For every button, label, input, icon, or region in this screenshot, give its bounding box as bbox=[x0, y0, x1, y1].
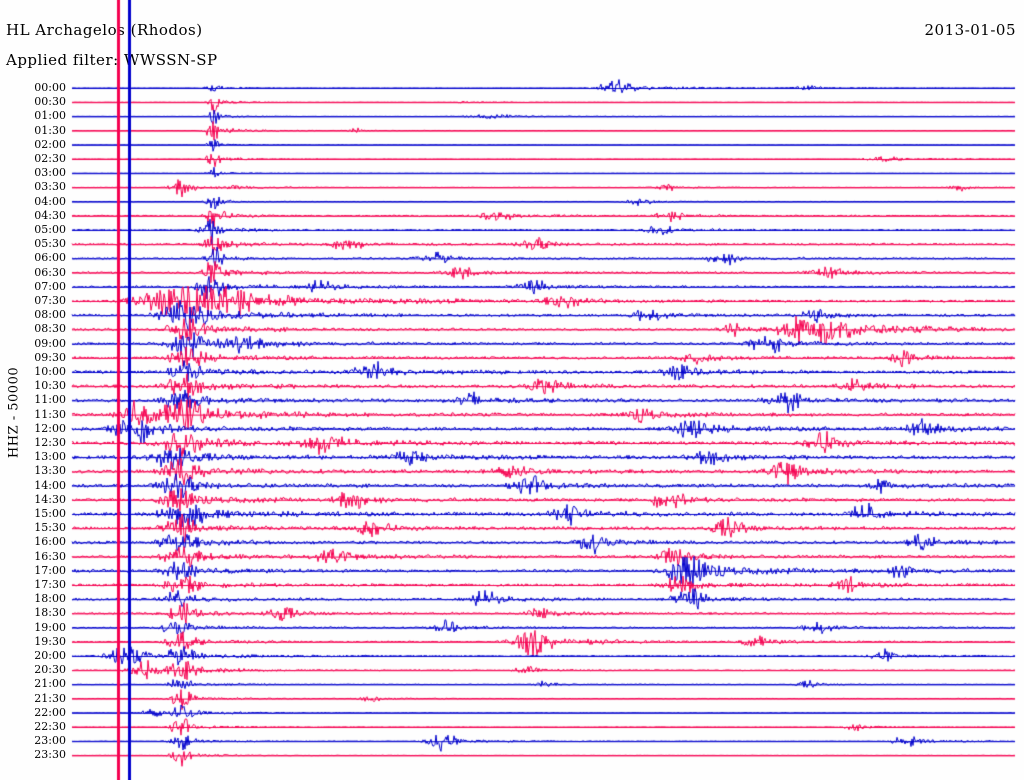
helicorder-plot: HL Archagelos (Rhodos) Applied filter: W… bbox=[0, 0, 1024, 780]
seismogram-canvas bbox=[0, 0, 1024, 780]
seismogram-traces bbox=[0, 0, 1024, 780]
